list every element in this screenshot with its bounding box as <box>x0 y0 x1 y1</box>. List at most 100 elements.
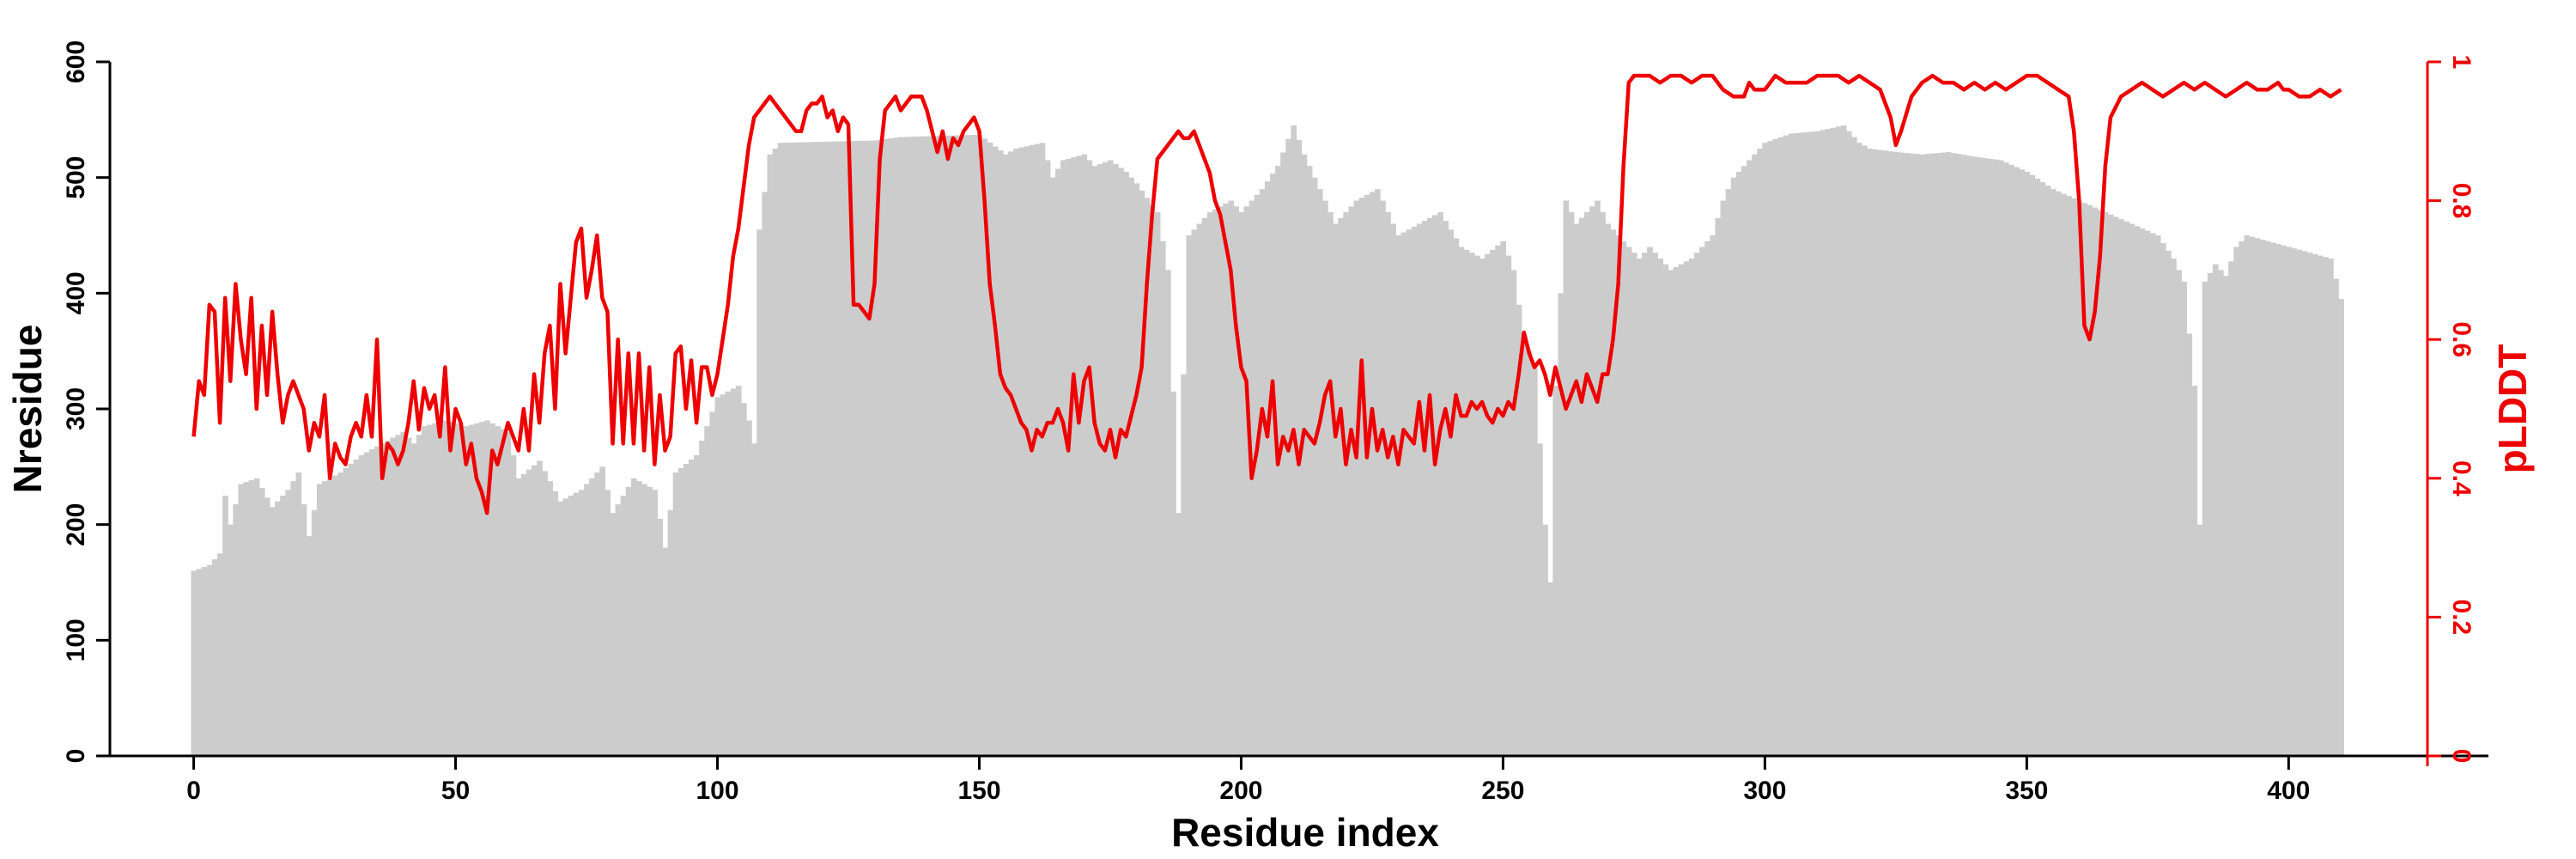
bar <box>1327 212 1334 756</box>
bar <box>1054 168 1061 756</box>
bar <box>427 424 433 756</box>
bar <box>1170 391 1176 756</box>
bar <box>1076 155 1083 757</box>
bar <box>635 481 642 756</box>
bar <box>201 567 208 756</box>
bar <box>914 136 920 757</box>
bar <box>1353 200 1360 757</box>
bar <box>966 135 972 756</box>
bar <box>385 441 391 756</box>
bar <box>568 496 574 756</box>
bar <box>599 466 605 756</box>
bar <box>1578 217 1585 757</box>
bar <box>589 478 595 756</box>
bar <box>1877 149 1884 756</box>
bar <box>647 486 653 756</box>
x-tick-label: 350 <box>2005 777 2048 805</box>
bar <box>337 472 344 756</box>
bar <box>395 435 402 756</box>
bar <box>1144 198 1151 757</box>
bar <box>1390 223 1396 756</box>
bar <box>542 471 548 756</box>
bar <box>2134 226 2141 757</box>
bar <box>348 463 355 756</box>
bar <box>432 423 438 756</box>
bar <box>2092 207 2099 756</box>
left-y-tick-label: 500 <box>62 156 90 199</box>
bar <box>1673 267 1680 756</box>
bar <box>1809 131 1815 757</box>
bar <box>1652 253 1658 756</box>
bar <box>557 501 564 756</box>
bar <box>1443 221 1449 756</box>
bar <box>1071 157 1077 757</box>
bar <box>1820 130 1826 756</box>
bar <box>981 138 988 757</box>
bar <box>211 559 218 756</box>
bar <box>1081 154 1088 757</box>
bar <box>479 422 485 756</box>
bar <box>2129 223 2135 756</box>
bar <box>1573 223 1580 756</box>
bar <box>1631 253 1637 756</box>
bar <box>1636 258 1643 756</box>
bar <box>1757 149 1763 756</box>
bar <box>1793 132 1800 756</box>
bar <box>856 141 862 756</box>
bar <box>547 481 553 756</box>
x-tick-label: 400 <box>2267 777 2310 805</box>
bar <box>1982 158 1989 757</box>
bar <box>1154 212 1161 756</box>
bar <box>1683 261 1690 756</box>
bar <box>1228 200 1234 757</box>
bar <box>1176 513 1182 756</box>
bar <box>253 478 260 756</box>
bar <box>1406 229 1413 756</box>
bar <box>1218 206 1224 756</box>
bar <box>410 443 417 756</box>
bar <box>270 507 276 756</box>
bar <box>1615 235 1622 756</box>
bar <box>1086 160 1093 757</box>
bar <box>1426 217 1433 757</box>
bar <box>1223 203 1229 757</box>
bar <box>1589 206 1595 756</box>
bar <box>458 424 465 756</box>
bar <box>672 472 679 756</box>
left-y-tick-label: 600 <box>62 40 90 83</box>
bar <box>2317 255 2324 756</box>
bar <box>1971 156 1978 756</box>
bar <box>704 426 710 756</box>
bar <box>380 443 386 756</box>
bar <box>1940 152 1947 756</box>
bar <box>1867 149 1874 756</box>
bar <box>2107 214 2114 756</box>
bar <box>1830 127 1837 756</box>
bar <box>583 484 590 756</box>
bar <box>311 509 318 756</box>
bar <box>1845 131 1852 757</box>
bar <box>1458 247 1465 757</box>
bar <box>1526 350 1533 756</box>
x-tick-label: 0 <box>186 777 201 805</box>
bar <box>1348 206 1355 756</box>
bar <box>2264 241 2271 757</box>
right-y-tick-label: 0.4 <box>2447 460 2476 497</box>
bar <box>1212 209 1218 756</box>
left-y-tick-label: 100 <box>62 618 90 661</box>
right-y-tick-label: 0 <box>2447 749 2476 764</box>
bar <box>1395 235 1402 756</box>
bar <box>1887 151 1894 757</box>
bar <box>2239 241 2245 757</box>
bar <box>1128 177 1135 757</box>
bar <box>1306 166 1313 756</box>
bar <box>1735 171 1742 756</box>
bar <box>1935 153 1941 756</box>
bar <box>694 454 700 756</box>
bar <box>793 142 799 756</box>
bar <box>1243 206 1250 756</box>
bar <box>2338 299 2344 756</box>
bar <box>2087 204 2093 757</box>
right-y-tick-label: 0.8 <box>2447 183 2476 219</box>
